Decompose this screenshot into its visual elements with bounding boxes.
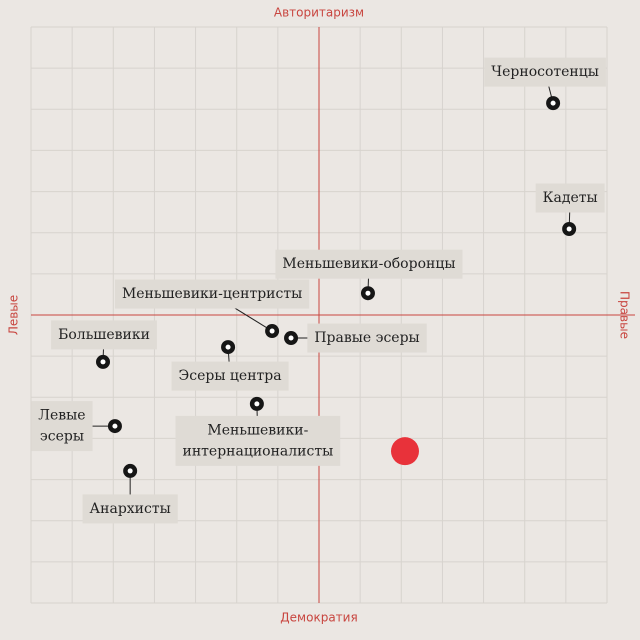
label-box <box>114 279 310 309</box>
point-label: Меньшевики-оборонцы <box>282 256 455 272</box>
label-box <box>82 494 178 524</box>
point-center <box>100 359 106 365</box>
point-center <box>288 335 294 341</box>
point-label: Правые эсеры <box>314 330 419 346</box>
point-label: интернационалисты <box>183 443 334 459</box>
label-box <box>275 249 463 279</box>
axis-label-top: Авторитаризм <box>274 6 364 20</box>
label-box <box>31 401 93 452</box>
label-box <box>307 323 427 353</box>
axis-label-bottom: Демократия <box>280 611 357 625</box>
label-box <box>51 320 157 350</box>
label-box <box>535 183 605 213</box>
point-label: Меньшевики- <box>207 422 308 438</box>
point-center <box>112 423 118 429</box>
point-label: Левые <box>38 408 85 424</box>
point-label: Эсеры центра <box>179 368 282 384</box>
point-center <box>254 401 260 407</box>
point-label: Анархисты <box>90 501 171 517</box>
label-box <box>484 57 606 87</box>
highlight-point <box>390 437 419 466</box>
point-label: Большевики <box>58 327 150 343</box>
point-label: эсеры <box>40 429 84 445</box>
point-label: Кадеты <box>543 190 598 206</box>
point-center <box>566 226 572 232</box>
point-center <box>127 468 133 474</box>
point-label: Меньшевики-центристы <box>122 286 302 302</box>
point-center <box>365 290 371 296</box>
axis-label-left: Левые <box>7 295 21 335</box>
label-box <box>175 415 341 466</box>
point-center <box>225 344 231 350</box>
label-box <box>171 361 289 391</box>
point-center <box>550 100 556 106</box>
point-center <box>269 328 275 334</box>
point-label: Черносотенцы <box>491 64 599 80</box>
